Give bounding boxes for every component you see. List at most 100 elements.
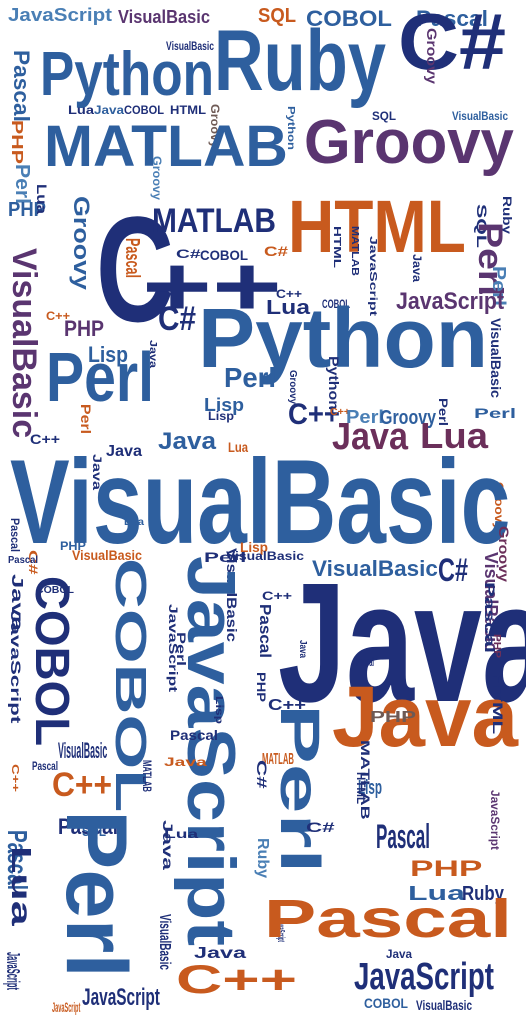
word: Lisp <box>213 696 224 725</box>
word: Pascal <box>7 518 22 553</box>
word: Groovy <box>68 196 94 290</box>
word: Perl <box>346 407 385 427</box>
word: VisualBasic <box>118 7 210 27</box>
word: PHP <box>370 709 417 726</box>
word: Java <box>158 428 216 455</box>
word: Pascal <box>416 6 488 31</box>
word: MATLAB <box>44 114 288 179</box>
word: Java <box>106 443 142 460</box>
word: Ruby <box>214 13 386 109</box>
word: MATLAB <box>152 202 276 240</box>
word: Lua <box>6 846 38 926</box>
word: COBOL <box>124 103 165 117</box>
word: Perl <box>77 404 94 434</box>
word: Perl <box>474 405 517 421</box>
word: Perl <box>48 810 145 978</box>
word: MATLAB <box>262 751 294 768</box>
word: C++ <box>30 431 60 447</box>
word: COBOL <box>306 6 392 31</box>
word: SQL <box>372 109 397 123</box>
word: Perl <box>204 549 247 565</box>
word: Lua <box>420 415 488 456</box>
word: C++ <box>262 589 292 603</box>
word: Groovy <box>304 108 514 177</box>
word: Perl <box>11 164 33 205</box>
word: C++ <box>330 407 351 418</box>
word: JavaScript <box>82 984 160 1011</box>
word: Java <box>332 416 409 458</box>
word: Perl <box>224 362 276 393</box>
word: VisualBasic <box>156 914 174 970</box>
word: COBOL <box>200 247 248 263</box>
word: HTML <box>331 226 342 269</box>
word: VisualBasic <box>10 435 511 569</box>
word: HTML <box>288 185 466 268</box>
word: C# <box>176 247 201 261</box>
word: C# <box>264 243 288 259</box>
word: VisualBasic <box>416 997 473 1013</box>
word: Pascal <box>481 582 498 653</box>
word: Lua <box>68 103 94 117</box>
word: VisualBasic <box>452 109 509 123</box>
word: Perl <box>46 338 154 416</box>
word: Pascal <box>376 818 430 856</box>
word: VisualBasic <box>4 248 43 439</box>
word: Java <box>386 947 413 961</box>
word: Lua <box>228 439 249 455</box>
word: Lisp <box>358 777 383 799</box>
word: Python <box>198 291 489 385</box>
word: Ruby <box>462 883 504 905</box>
word: C++ <box>176 958 297 1002</box>
word: C++ <box>52 766 113 804</box>
word: JavaScript <box>396 288 505 315</box>
word: JavaScript <box>7 610 24 724</box>
word: C++ <box>288 398 341 431</box>
word: Java <box>194 945 247 962</box>
word: MATLAB <box>349 226 360 276</box>
word: COBOL <box>364 995 408 1011</box>
word: Java <box>159 820 176 870</box>
word: C++ <box>268 697 306 714</box>
word: PHP <box>64 316 105 341</box>
word: Lisp <box>88 342 128 367</box>
word: COBOL <box>25 576 79 747</box>
word: VisualBasic <box>226 549 304 563</box>
word: Java <box>278 548 526 738</box>
word: ++ <box>142 239 283 333</box>
word: Pascal <box>8 50 34 122</box>
word: HTML <box>353 772 368 804</box>
word: C# <box>158 300 196 338</box>
word: VisualBasic <box>58 738 108 763</box>
word: Groovy <box>380 407 437 429</box>
word: Perl <box>269 704 333 874</box>
word: JavaScript <box>3 952 24 990</box>
word: VisualBasic <box>312 556 438 581</box>
word: JavaScript <box>173 556 250 947</box>
word: Lua <box>33 184 50 214</box>
word: JavaScript <box>8 5 112 25</box>
word: C++ <box>9 764 20 793</box>
word: Pascal <box>264 889 513 949</box>
word: Java <box>94 103 124 117</box>
word: Pascal <box>8 555 38 566</box>
word: JavaScript <box>52 999 81 1015</box>
word: Groovy <box>423 28 440 84</box>
word: Perl <box>173 632 188 667</box>
word: PHP <box>8 120 26 164</box>
word: Lua <box>266 297 310 319</box>
word: HTML <box>489 672 506 735</box>
word: Pascal <box>121 238 143 278</box>
word: PHP <box>60 539 86 553</box>
word: MATLAB <box>139 760 154 792</box>
word: SQL <box>258 5 296 27</box>
word: VisualBasic <box>166 39 215 53</box>
word: Lua <box>124 517 145 528</box>
word: C# <box>438 552 468 588</box>
word: VisualBasic <box>487 318 504 399</box>
word: PHP <box>410 856 483 881</box>
word: Java <box>332 669 518 765</box>
word: HTML <box>170 103 206 117</box>
word: JavaScript <box>354 956 494 998</box>
word: C# <box>398 0 506 86</box>
